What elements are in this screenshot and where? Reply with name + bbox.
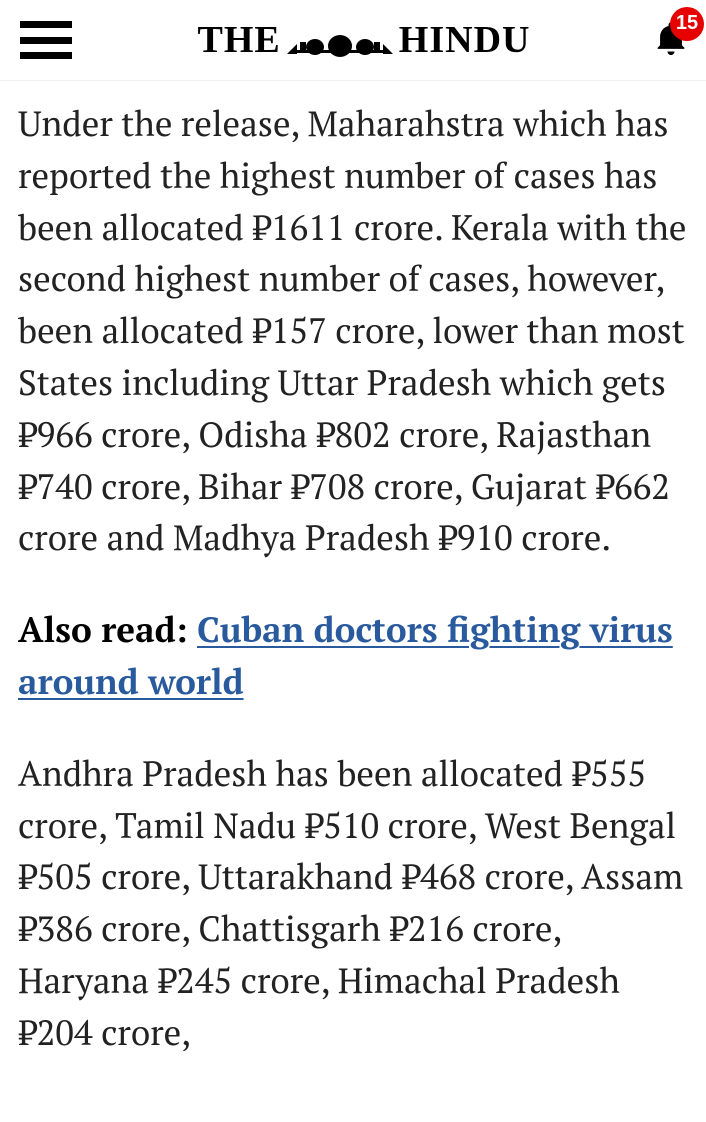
notifications-button[interactable]: 15 <box>656 21 686 60</box>
site-header: THE HINDU 15 <box>0 0 706 81</box>
logo-text-left: THE <box>198 18 281 62</box>
article-paragraph: Under the release, Maharahstra which has… <box>18 99 688 565</box>
logo-text-right: HINDU <box>399 18 531 62</box>
site-logo[interactable]: THE HINDU <box>198 18 531 62</box>
logo-emblem-icon <box>285 26 395 54</box>
article-body: Under the release, Maharahstra which has… <box>0 81 706 1060</box>
notification-badge: 15 <box>670 7 704 41</box>
menu-icon[interactable] <box>20 21 72 59</box>
also-read-block: Also read: Cuban doctors fighting virus … <box>18 605 688 709</box>
article-paragraph: Andhra Pradesh has been allocated ₹555 c… <box>18 749 688 1060</box>
also-read-label: Also read: <box>18 607 197 653</box>
